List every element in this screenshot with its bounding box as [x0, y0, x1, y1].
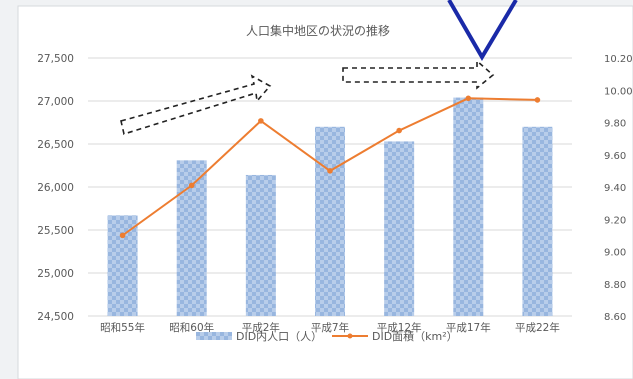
- right-tick-label: 8.80: [604, 280, 626, 291]
- area-point: [396, 127, 402, 134]
- chart-title: 人口集中地区の状況の推移: [246, 23, 390, 38]
- legend: DID内人口（人） DID面積（km²）: [196, 329, 458, 343]
- right-tick-label: 9.40: [604, 183, 626, 194]
- left-tick-label: 26,500: [37, 139, 74, 151]
- x-tick-label: 平成7年: [311, 321, 349, 334]
- x-tick-label: 平成12年: [377, 321, 422, 334]
- left-tick-label: 25,000: [37, 268, 74, 280]
- area-point: [119, 232, 126, 239]
- area-point: [327, 168, 333, 174]
- left-tick-label: 25,500: [37, 225, 74, 237]
- right-tick-label: 9.80: [604, 119, 626, 130]
- x-axis-ticks: 昭和55年 昭和60年 平成2年 平成7年 平成12年 平成17年 平成22年: [100, 321, 560, 334]
- left-tick-label: 27,500: [37, 53, 74, 65]
- area-point: [465, 95, 472, 102]
- right-tick-label: 9.00: [604, 248, 626, 259]
- area-point: [258, 118, 264, 124]
- legend-line-marker: [347, 333, 353, 339]
- population-bar: [245, 174, 276, 316]
- population-bar: [315, 126, 345, 316]
- legend-line-label: DID面積（km²）: [372, 329, 458, 343]
- x-tick-label: 昭和55年: [100, 321, 145, 334]
- right-tick-label: 10.00: [604, 86, 633, 97]
- x-tick-label: 平成22年: [515, 321, 560, 334]
- legend-bar-label: DID内人口（人）: [236, 329, 322, 343]
- area-point: [534, 97, 541, 103]
- population-bar: [107, 215, 138, 316]
- left-axis-ticks: 24,500 25,000 25,500 26,000 26,500 27,000 27,5…: [37, 53, 74, 323]
- left-tick-label: 27,000: [37, 96, 74, 108]
- population-bar: [384, 141, 415, 316]
- down-arrow-mark: [447, 0, 518, 61]
- population-bar: [522, 126, 553, 316]
- area-line-series: [119, 95, 541, 239]
- right-tick-label: 10.20: [604, 54, 633, 65]
- right-axis-ticks: 8.60 8.80 9.00 9.20 9.40 9.60 9.80 10.00 10.20: [604, 54, 633, 323]
- right-tick-label: 9.20: [604, 215, 626, 226]
- dashed-arrow-rising: [120, 74, 272, 136]
- legend-bar-swatch: [196, 332, 232, 340]
- dashed-arrow-flat: [342, 59, 495, 90]
- right-tick-label: 8.60: [604, 312, 626, 323]
- x-tick-label: 昭和60年: [169, 321, 214, 334]
- population-bar: [453, 97, 484, 316]
- right-tick-label: 9.60: [604, 151, 626, 162]
- x-tick-label: 平成17年: [446, 321, 491, 334]
- x-tick-label: 平成2年: [242, 321, 280, 334]
- population-bars: [107, 97, 553, 316]
- left-tick-label: 26,000: [37, 182, 74, 194]
- left-tick-label: 24,500: [37, 311, 74, 323]
- area-point: [188, 182, 195, 189]
